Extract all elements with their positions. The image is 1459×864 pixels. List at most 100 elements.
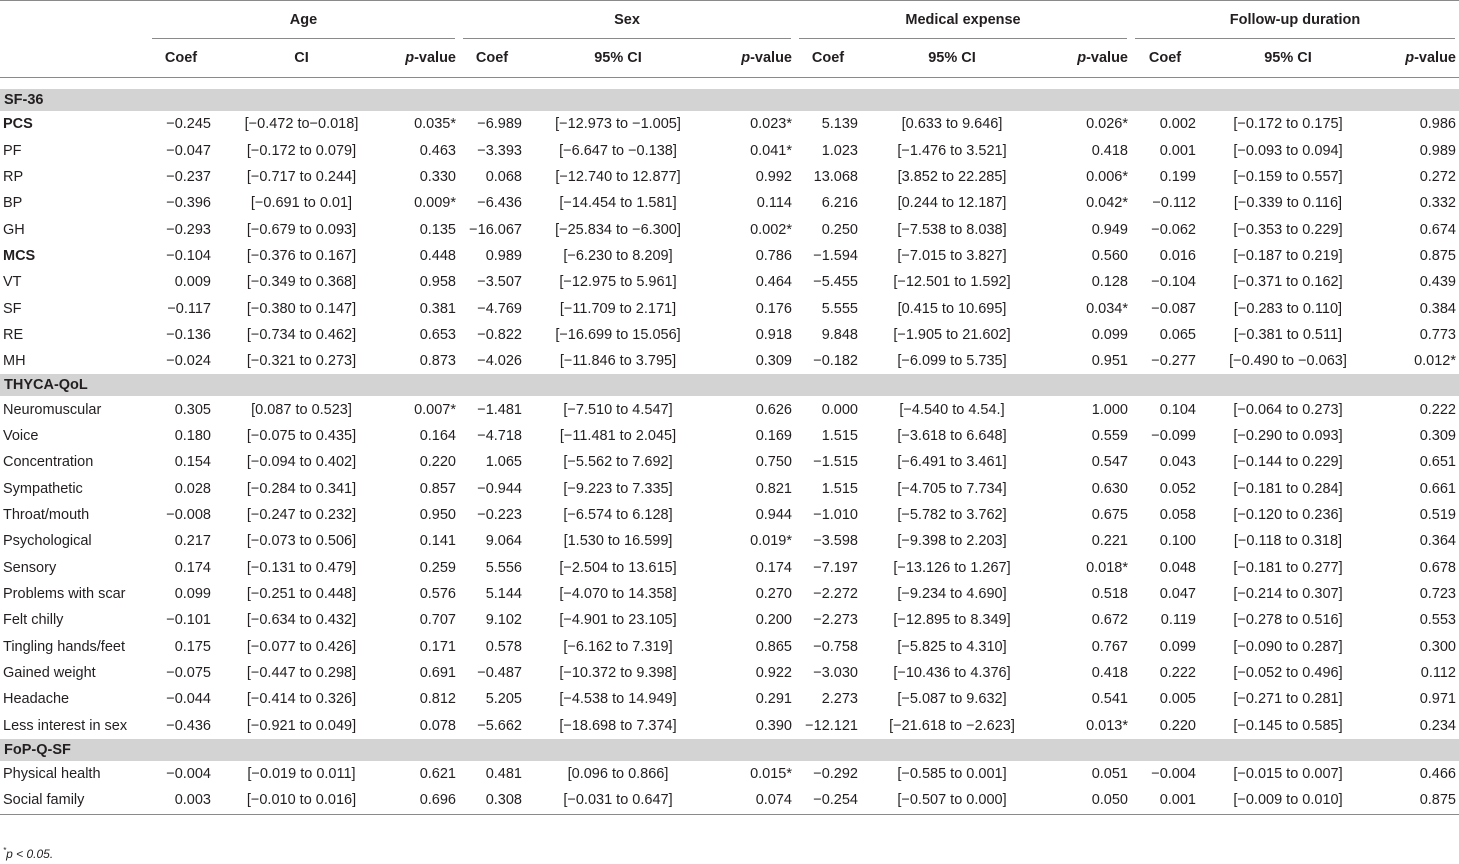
row-label: SF <box>3 300 22 317</box>
coef-cell: 0.047 <box>1159 586 1196 603</box>
row-label: PCS <box>3 116 33 133</box>
ci-cell: [−0.090 to 0.287] <box>1233 638 1343 655</box>
ci-cell: [−9.223 to 7.335] <box>563 480 673 497</box>
p-value-cell: 0.390 <box>755 717 792 734</box>
coef-cell: 0.099 <box>174 586 211 603</box>
row-label: Felt chilly <box>3 612 64 629</box>
p-value-cell: 0.164 <box>419 427 456 444</box>
coef-cell: 0.180 <box>174 427 211 444</box>
ci-cell: [−0.015 to 0.007] <box>1233 766 1343 783</box>
ci-cell: [−0.921 to 0.049] <box>246 717 357 734</box>
p-value-cell: 0.821 <box>755 480 792 497</box>
p-value-cell: 0.466 <box>1419 766 1456 783</box>
p-value-cell: 0.812 <box>419 691 456 708</box>
coef-cell: 0.217 <box>174 533 211 550</box>
col-header-ci: 95% CI <box>928 50 976 66</box>
coef-cell: 0.154 <box>174 454 211 471</box>
coef-cell: −2.273 <box>813 612 858 629</box>
p-value-cell: 0.621 <box>419 766 456 783</box>
row-label: RP <box>3 168 24 185</box>
row-label: Sensory <box>3 559 57 576</box>
group-header-row: Age Sex Medical expense Follow-up durati… <box>0 1 1459 39</box>
ci-cell: [−21.618 to −2.623] <box>889 717 1015 734</box>
coef-cell: 0.199 <box>1159 168 1196 185</box>
ci-cell: [−13.126 to 1.267] <box>893 559 1011 576</box>
coef-cell: −3.598 <box>813 533 858 550</box>
coef-cell: 0.052 <box>1159 480 1196 497</box>
p-value-cell: 0.678 <box>1419 559 1456 576</box>
p-value-cell: 1.000 <box>1091 401 1128 418</box>
table-row: VT 0.009 [−0.349 to 0.368] 0.958 −3.507 [−12.… <box>0 269 1459 295</box>
bottom-rule <box>0 813 1459 815</box>
p-value-cell: 0.989 <box>1419 142 1456 159</box>
coef-cell: −1.481 <box>477 401 522 418</box>
ci-cell: [−5.825 to 4.310] <box>897 638 1007 655</box>
p-value-cell: 0.309 <box>1419 427 1456 444</box>
coef-cell: 1.065 <box>485 454 522 471</box>
row-label: Psychological <box>3 533 92 550</box>
col-header-p-value: p-value <box>389 39 459 78</box>
coef-cell: 5.144 <box>485 586 522 603</box>
p-value-cell: 0.026* <box>1086 116 1128 133</box>
p-value-cell: 0.865 <box>755 638 792 655</box>
ci-cell: [−0.634 to 0.432] <box>246 612 357 629</box>
table-row: Felt chilly −0.101 [−0.634 to 0.432] 0.707 9… <box>0 607 1459 633</box>
p-value-cell: 0.696 <box>419 792 456 809</box>
ci-cell: [−0.031 to 0.647] <box>563 792 673 809</box>
ci-cell: [−0.251 to 0.448] <box>246 586 357 603</box>
p-value-cell: 0.332 <box>1419 195 1456 212</box>
table-row: RP −0.237 [−0.717 to 0.244] 0.330 0.068 [−12.… <box>0 164 1459 190</box>
ci-cell: [0.633 to 9.646] <box>901 116 1003 133</box>
coef-cell: −0.237 <box>166 168 211 185</box>
table-row: Problems with scar 0.099 [−0.251 to 0.448]… <box>0 581 1459 607</box>
p-value-cell: 0.653 <box>419 326 456 343</box>
p-value-cell: 0.674 <box>1419 221 1456 238</box>
ci-cell: [−0.290 to 0.093] <box>1233 427 1343 444</box>
coef-cell: 1.515 <box>821 427 858 444</box>
coef-cell: −2.272 <box>813 586 858 603</box>
p-value-cell: 0.234 <box>1419 717 1456 734</box>
p-value-cell: 0.200 <box>755 612 792 629</box>
p-suffix: -value <box>1086 50 1128 66</box>
p-value-cell: 0.384 <box>1419 300 1456 317</box>
ci-cell: [−0.145 to 0.585] <box>1233 717 1343 734</box>
ci-cell: [0.415 to 10.695] <box>897 300 1007 317</box>
p-value-cell: 0.519 <box>1419 506 1456 523</box>
p-value-cell: 0.114 <box>756 195 792 212</box>
coef-cell: −3.507 <box>477 274 522 291</box>
table-row: Sympathetic 0.028 [−0.284 to 0.341] 0.857 −0… <box>0 475 1459 501</box>
coef-cell: −0.062 <box>1151 221 1196 238</box>
ci-cell: [−4.070 to 14.358] <box>559 586 677 603</box>
ci-cell: [−0.009 to 0.010] <box>1233 792 1343 809</box>
p-value-cell: 0.553 <box>1419 612 1456 629</box>
p-value-cell: 0.381 <box>419 300 456 317</box>
p-italic: p <box>1077 50 1087 66</box>
row-label: Concentration <box>3 454 94 471</box>
coef-cell: 0.308 <box>485 792 522 809</box>
regression-table: Age Sex Medical expense Follow-up durati… <box>0 0 1459 815</box>
ci-cell: [−4.705 to 7.734] <box>897 480 1007 497</box>
ci-cell: [−0.717 to 0.244] <box>246 168 357 185</box>
ci-cell: [−0.349 to 0.368] <box>246 274 357 291</box>
p-value-cell: 0.099 <box>1091 326 1128 343</box>
section-title: THYCA-QoL <box>0 374 1459 397</box>
coef-cell: −6.436 <box>477 195 522 212</box>
p-value-cell: 0.875 <box>1419 792 1456 809</box>
table-row: Physical health −0.004 [−0.019 to 0.011] 0.… <box>0 761 1459 787</box>
ci-cell: [−0.187 to 0.219] <box>1233 247 1343 264</box>
coef-cell: 0.989 <box>485 247 522 264</box>
p-value-cell: 0.023* <box>750 116 792 133</box>
coef-cell: −0.099 <box>1151 427 1196 444</box>
coef-cell: −0.254 <box>813 792 858 809</box>
p-value-cell: 0.141 <box>419 533 456 550</box>
coef-cell: −1.594 <box>813 247 858 264</box>
table-row: Headache −0.044 [−0.414 to 0.326] 0.812 5.20… <box>0 686 1459 712</box>
coef-cell: 9.064 <box>485 533 522 550</box>
ci-cell: [−1.476 to 3.521] <box>897 142 1007 159</box>
ci-cell: [−0.380 to 0.147] <box>246 300 357 317</box>
ci-cell: [−0.172 to 0.079] <box>246 142 357 159</box>
table-row: SF −0.117 [−0.380 to 0.147] 0.381 −4.769 [−11… <box>0 295 1459 321</box>
coef-cell: −0.436 <box>166 717 211 734</box>
group-header-medical-expense: Medical expense <box>795 1 1131 39</box>
row-label: PF <box>3 142 22 159</box>
